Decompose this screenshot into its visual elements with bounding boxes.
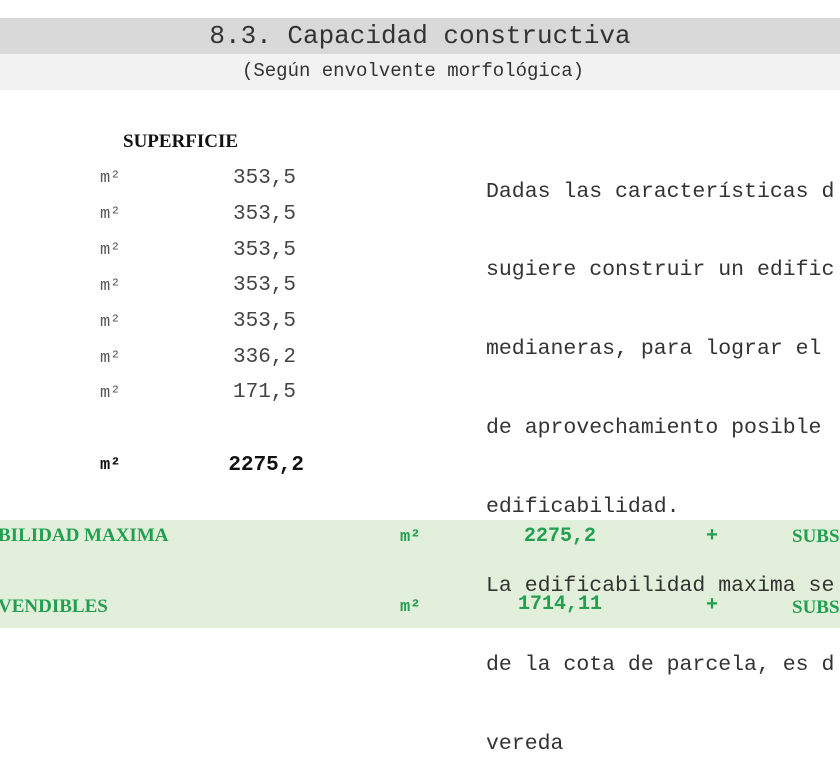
unit-label: m²	[100, 349, 121, 368]
description-line: sugiere construir un edific	[486, 258, 835, 283]
summary-unit: m²	[400, 528, 421, 547]
summary-suffix: SUBS	[792, 597, 840, 618]
description-line: de aprovechamiento posible	[486, 416, 822, 441]
section-title: 8.3. Capacidad constructiva	[209, 21, 631, 51]
surface-value: 353,5	[232, 167, 296, 190]
description-line: medianeras, para lograr el	[486, 337, 822, 362]
description-line: Dadas las características d	[486, 179, 835, 204]
description-line: edificabilidad.	[486, 495, 680, 520]
description-line: de la cota de parcela, es d	[486, 652, 835, 677]
summary-value: 2275,2	[523, 525, 596, 548]
title-band	[0, 18, 840, 54]
section-subtitle: (Según envolvente morfológica)	[241, 60, 585, 82]
unit-label: m²	[100, 384, 121, 403]
surface-value: 353,5	[232, 203, 296, 226]
surface-column-header: SUPERFICIE	[123, 131, 239, 152]
total-unit-label: m²	[100, 456, 121, 475]
unit-label: m²	[100, 169, 121, 188]
surface-value: 353,5	[232, 239, 296, 262]
summary-unit: m²	[400, 598, 421, 617]
description-line: vereda	[486, 731, 564, 756]
plus-sign: +	[706, 525, 719, 548]
description-paragraph: Dadas las características d sugiere cons…	[486, 126, 838, 783]
surface-value: 336,2	[232, 346, 296, 369]
surface-value: 353,5	[232, 310, 296, 333]
total-surface-value: 2275,2	[228, 454, 304, 477]
unit-label: m²	[100, 241, 121, 260]
summary-label: BILIDAD MAXIMA	[0, 525, 169, 546]
subtitle-band	[0, 54, 840, 90]
summary-label: VENDIBLES	[0, 596, 108, 617]
summary-suffix: SUBS	[792, 526, 840, 547]
surface-value: 171,5	[232, 381, 296, 404]
summary-value: 1714,11	[517, 593, 602, 616]
description-line: La edificabilidad maxima se	[486, 574, 835, 599]
plus-sign: +	[706, 594, 719, 617]
unit-label: m²	[100, 313, 121, 332]
surface-value: 353,5	[232, 274, 296, 297]
unit-label: m²	[100, 277, 121, 296]
summary-band	[0, 520, 840, 628]
unit-label: m²	[100, 205, 121, 224]
